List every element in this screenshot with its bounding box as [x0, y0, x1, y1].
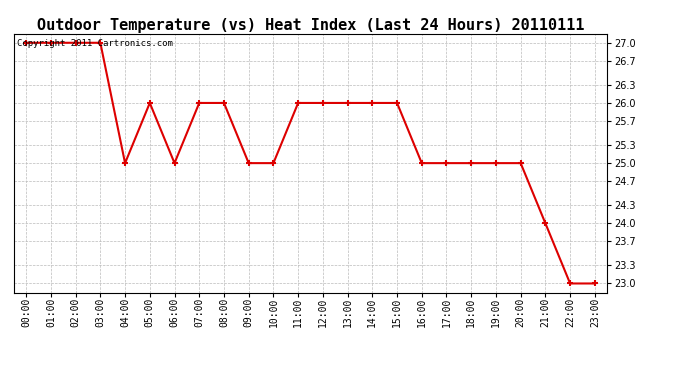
Text: Copyright 2011 Cartronics.com: Copyright 2011 Cartronics.com	[17, 39, 172, 48]
Title: Outdoor Temperature (vs) Heat Index (Last 24 Hours) 20110111: Outdoor Temperature (vs) Heat Index (Las…	[37, 18, 584, 33]
